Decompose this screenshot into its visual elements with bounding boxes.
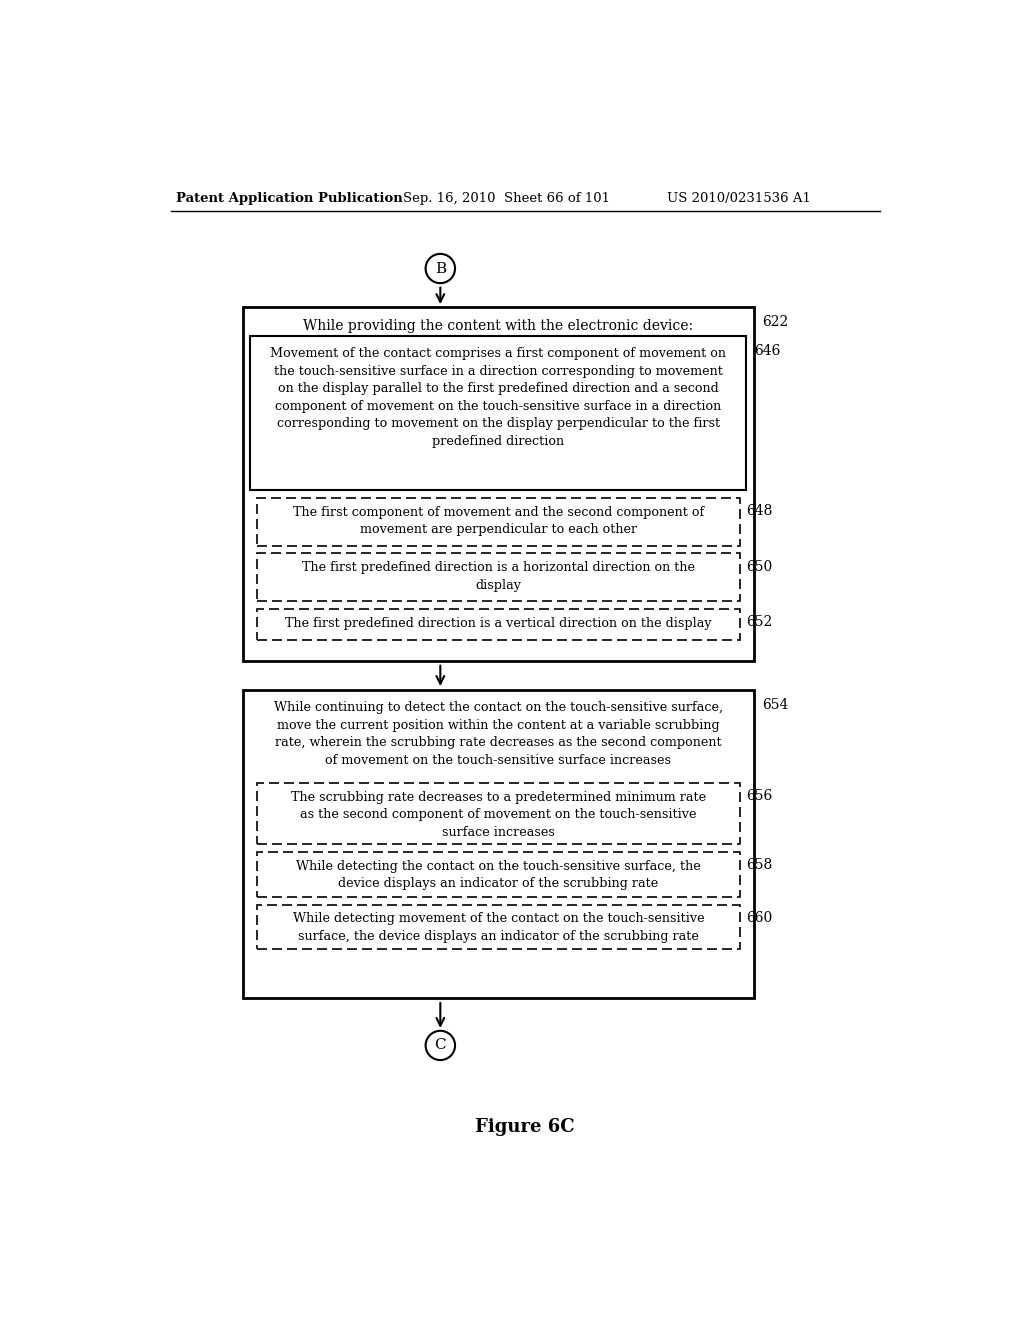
Text: While detecting movement of the contact on the touch-sensitive
surface, the devi: While detecting movement of the contact … [293, 912, 705, 942]
Text: 660: 660 [746, 911, 773, 925]
Text: While continuing to detect the contact on the touch-sensitive surface,
move the : While continuing to detect the contact o… [273, 701, 723, 767]
Text: While providing the content with the electronic device:: While providing the content with the ele… [303, 318, 693, 333]
Text: While detecting the contact on the touch-sensitive surface, the
device displays : While detecting the contact on the touch… [296, 859, 700, 891]
Text: The first predefined direction is a vertical direction on the display: The first predefined direction is a vert… [285, 616, 712, 630]
Text: Figure 6C: Figure 6C [475, 1118, 574, 1137]
Text: 652: 652 [746, 615, 773, 630]
Text: 658: 658 [746, 858, 773, 873]
Bar [257, 609, 740, 640]
Bar [251, 337, 746, 490]
Bar [257, 904, 740, 949]
Bar [243, 308, 755, 661]
Text: 656: 656 [746, 789, 773, 803]
Bar [257, 853, 740, 896]
Bar [243, 690, 755, 998]
Text: The first predefined direction is a horizontal direction on the
display: The first predefined direction is a hori… [302, 561, 695, 591]
Text: 654: 654 [762, 698, 788, 713]
Text: B: B [435, 261, 445, 276]
Text: C: C [434, 1039, 446, 1052]
Bar [257, 783, 740, 845]
Text: 648: 648 [746, 504, 773, 519]
Text: 646: 646 [755, 345, 780, 358]
Text: Patent Application Publication: Patent Application Publication [176, 191, 402, 205]
Text: The first component of movement and the second component of
movement are perpend: The first component of movement and the … [293, 506, 705, 536]
Text: 622: 622 [762, 314, 788, 329]
Text: Sep. 16, 2010  Sheet 66 of 101: Sep. 16, 2010 Sheet 66 of 101 [403, 191, 610, 205]
Text: The scrubbing rate decreases to a predetermined minimum rate
as the second compo: The scrubbing rate decreases to a predet… [291, 791, 706, 838]
Bar [257, 498, 740, 545]
Text: US 2010/0231536 A1: US 2010/0231536 A1 [667, 191, 811, 205]
Text: 650: 650 [746, 560, 773, 574]
Text: Movement of the contact comprises a first component of movement on
the touch-sen: Movement of the contact comprises a firs… [270, 347, 726, 447]
Bar [257, 553, 740, 601]
